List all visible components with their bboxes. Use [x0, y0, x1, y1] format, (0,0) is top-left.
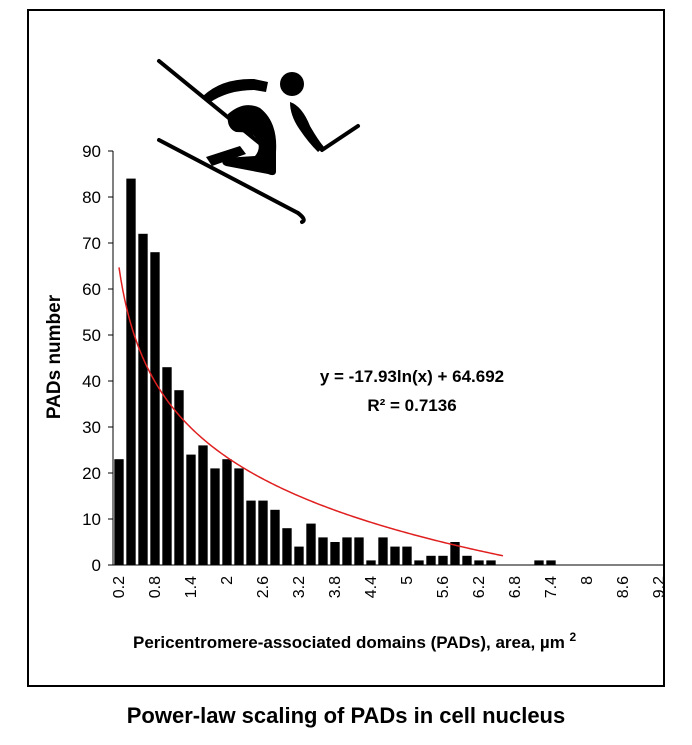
y-tick-label: 10: [82, 510, 101, 529]
x-axis: 0.2 0.8 1.4 2 2.6 3.2 3.8 4.4 5 5.6 6.2 6.8 7.4 8 8.6 9…: [111, 564, 668, 598]
x-tick-label: 5: [399, 576, 416, 585]
y-tick-label: 40: [82, 372, 101, 391]
y-tick-label: 20: [82, 464, 101, 483]
figure-frame: [27, 9, 665, 687]
y-tick-label: 90: [82, 142, 101, 161]
bar-3.6: [318, 537, 328, 565]
bar-1.4: [186, 454, 196, 565]
bars: [114, 178, 556, 566]
bar-4: [342, 537, 352, 565]
bar-5.6: [438, 555, 448, 565]
figure-caption: Power-law scaling of PADs in cell nucleu…: [126, 703, 566, 728]
x-tick-label: 8.6: [615, 576, 632, 598]
x-tick-label: 0.2: [111, 576, 128, 598]
bar-4.6: [378, 537, 388, 565]
y-tick-label: 0: [92, 556, 101, 575]
bar-5: [402, 546, 412, 565]
bar-2.6: [258, 500, 268, 565]
x-tick-label: 3.2: [291, 576, 308, 598]
trendline-r2: R² = 0.7136: [367, 396, 456, 415]
x-tick-label: 2.6: [255, 576, 272, 598]
x-tick-label: 6.8: [507, 576, 524, 598]
x-tick-label: 8: [579, 576, 596, 585]
bar-4.2: [354, 537, 364, 565]
bar-4.4: [366, 560, 376, 565]
x-tick-label: 9.2: [651, 576, 668, 598]
y-axis: 0 10 20 30 40 50 60 70 80 90: [82, 142, 114, 575]
bar-1.8: [210, 468, 220, 565]
bar-2.8: [270, 509, 280, 565]
bar-3: [282, 528, 292, 565]
bar-2.2: [234, 468, 244, 565]
x-tick-label: 4.4: [363, 576, 380, 598]
x-tick-label: 1.4: [183, 576, 200, 598]
x-tick-label: 0.8: [147, 576, 164, 598]
bar-3.8: [330, 542, 340, 565]
bar-6.2: [474, 560, 484, 565]
x-tick-label: 5.6: [435, 576, 452, 598]
bar-0.2: [114, 459, 124, 565]
trendline-equation: y = -17.93ln(x) + 64.692: [320, 367, 504, 386]
bar-0.6: [138, 233, 148, 566]
x-axis-label: Pericentromere-associated domains (PADs)…: [133, 630, 577, 652]
y-tick-label: 60: [82, 280, 101, 299]
y-axis-label: PADs number: [44, 294, 65, 419]
bar-4.8: [390, 546, 400, 565]
bar-0.8: [150, 252, 160, 565]
chart: 0 10 20 30 40 50 60 70 80 90 0.2 0.8 1.4 2 2.6 3.2 3.8 4…: [44, 59, 668, 652]
trendline: [118, 267, 504, 557]
bar-3.4: [306, 523, 316, 565]
x-axis-label-superscript: 2: [570, 630, 577, 644]
bar-1: [162, 367, 172, 565]
bar-0.4: [126, 178, 136, 565]
x-tick-label: 7.4: [543, 576, 560, 598]
bar-6.4: [486, 560, 496, 565]
skier-icon: [157, 59, 360, 224]
bar-7.4: [546, 560, 556, 565]
y-tick-label: 50: [82, 326, 101, 345]
y-tick-label: 80: [82, 188, 101, 207]
bar-5.8: [450, 542, 460, 565]
bar-2.4: [246, 500, 256, 565]
x-axis-label-main: Pericentromere-associated domains (PADs)…: [133, 633, 565, 652]
y-tick-label: 30: [82, 418, 101, 437]
bar-5.2: [414, 560, 424, 565]
bar-3.2: [294, 546, 304, 565]
bar-2: [222, 459, 232, 565]
x-tick-label: 6.2: [471, 576, 488, 598]
x-tick-label: 3.8: [327, 576, 344, 598]
bar-6: [462, 555, 472, 565]
bar-1.2: [174, 390, 184, 565]
x-tick-label: 2: [219, 576, 236, 585]
bar-7.2: [534, 560, 544, 565]
bar-5.4: [426, 555, 436, 565]
y-tick-label: 70: [82, 234, 101, 253]
bar-1.6: [198, 445, 208, 565]
